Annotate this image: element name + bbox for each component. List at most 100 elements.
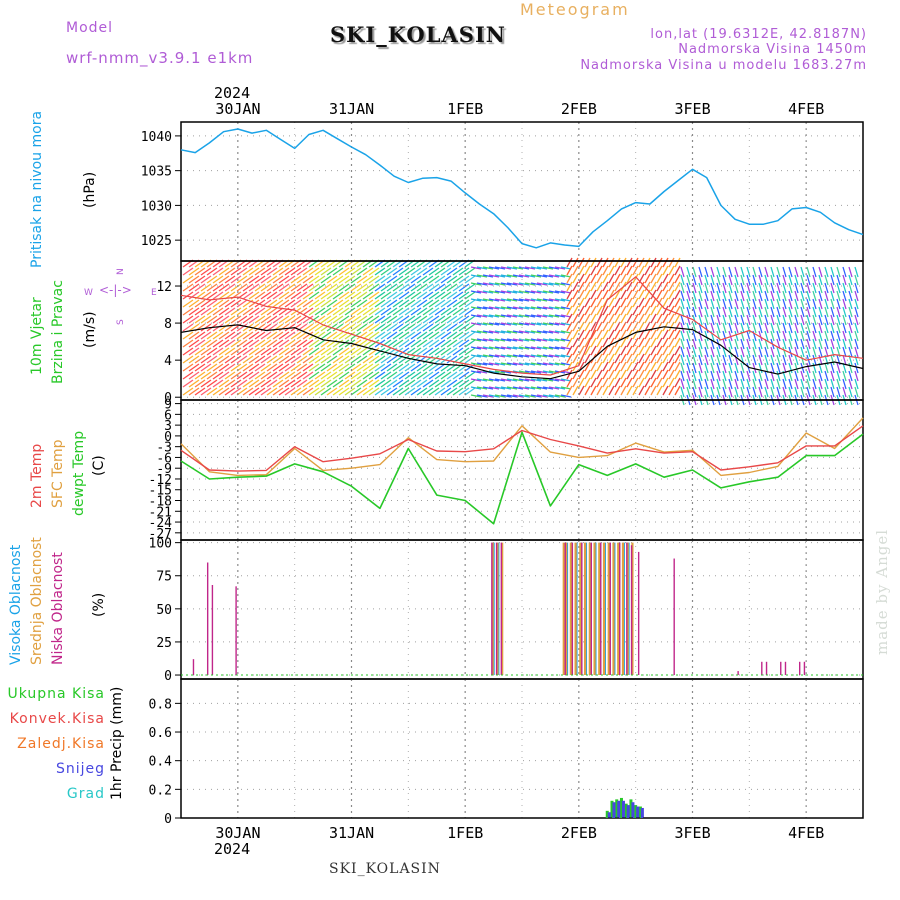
wind-barb (848, 290, 853, 302)
wind-barb (458, 355, 470, 364)
wind-barb (836, 298, 841, 310)
wind-barb (464, 387, 476, 396)
wind-barb (734, 290, 739, 302)
wind-barb (230, 283, 242, 292)
wind-barb (206, 371, 218, 380)
wind-barb (752, 282, 757, 294)
model-altitude-text: Nadmorska Visina u modelu 1683.27m (580, 58, 867, 73)
wind-barb (272, 355, 284, 364)
wind-barb (476, 298, 488, 302)
wind-barb (794, 386, 799, 398)
wind-barb (608, 353, 615, 364)
y-tick-label: 8 (164, 317, 172, 332)
wind-barb (224, 347, 236, 356)
wind-barb (668, 313, 675, 324)
wind-barb (488, 298, 500, 302)
wind-barb (578, 305, 585, 316)
wind-barb (692, 266, 697, 278)
wind-barb (200, 347, 212, 356)
year-label-bottom: 2024 (214, 840, 251, 858)
wind-barb (656, 257, 663, 268)
wind-barb (710, 266, 715, 278)
wind-barb (548, 354, 560, 358)
wind-barb (224, 307, 236, 316)
y-tick-label: 100 (149, 537, 172, 552)
wind-barb (200, 363, 212, 372)
wind-barb (548, 282, 560, 286)
wind-barb (224, 315, 236, 324)
wind-barb (500, 282, 512, 286)
wind-barb (494, 386, 506, 390)
wind-barb (470, 282, 482, 286)
wind-barb (842, 266, 847, 278)
wind-barb (764, 378, 769, 390)
wind-barb (794, 306, 799, 318)
wind-barb (434, 315, 446, 324)
wind-barb (182, 339, 194, 348)
wind-barb (638, 305, 645, 316)
wind-barb (782, 362, 787, 374)
wind-barb (476, 330, 488, 334)
wind-barb (218, 339, 230, 348)
wind-barb (356, 387, 368, 396)
wind-barb (596, 337, 603, 348)
wind-barb (770, 378, 775, 390)
wind-barb (218, 323, 230, 332)
wind-barb (794, 362, 799, 374)
wind-barb (230, 331, 242, 340)
wind-barb (746, 370, 751, 382)
wind-barb (494, 274, 506, 278)
wind-barb (752, 378, 757, 390)
compass-e-label: E (151, 288, 157, 298)
wind-barb (572, 289, 579, 300)
wind-barb (536, 314, 548, 318)
wind-barb (422, 299, 434, 308)
wind-barb (434, 331, 446, 340)
wind-barb (200, 379, 212, 388)
wind-barb (410, 339, 422, 348)
wind-barb (842, 290, 847, 302)
wind-barb (536, 362, 548, 366)
wind-barb (830, 314, 835, 326)
wind-barb (848, 338, 853, 350)
wind-barb (566, 353, 573, 364)
wind-barb (764, 314, 769, 326)
wind-barb (398, 291, 410, 300)
wind-barb (488, 378, 500, 382)
wind-barb (692, 362, 697, 374)
wind-barb (380, 267, 392, 276)
wind-barb (506, 362, 518, 366)
wind-barb (764, 322, 769, 334)
wind-barb (194, 371, 206, 380)
wind-barb (248, 291, 260, 300)
wind-barb (434, 379, 446, 388)
wind-barb (644, 265, 651, 276)
wind-barb (290, 283, 302, 292)
wind-barb (764, 282, 769, 294)
wind-barb (794, 298, 799, 310)
wind-barb (320, 371, 332, 380)
wind-barb (518, 370, 530, 374)
wind-barb (710, 290, 715, 302)
wind-barb (368, 267, 380, 276)
wind-barb (284, 363, 296, 372)
wind-barb (314, 299, 326, 308)
wind-barb (482, 386, 494, 390)
wind-barb (668, 329, 675, 340)
wind-barb (800, 338, 805, 350)
wind-barb (194, 283, 206, 292)
wind-barb (398, 323, 410, 332)
wind-barb (818, 266, 823, 278)
wind-barb (188, 275, 200, 284)
wind-barb (440, 315, 452, 324)
wind-barb (224, 355, 236, 364)
wind-barb (842, 346, 847, 358)
wind-barb (398, 355, 410, 364)
wind-barb (536, 298, 548, 302)
wind-barb (728, 338, 733, 350)
wind-barb (686, 314, 691, 326)
wind-barb (608, 377, 615, 388)
wind-barb (848, 282, 853, 294)
wind-barb (488, 354, 500, 358)
wind-barb (314, 291, 326, 300)
